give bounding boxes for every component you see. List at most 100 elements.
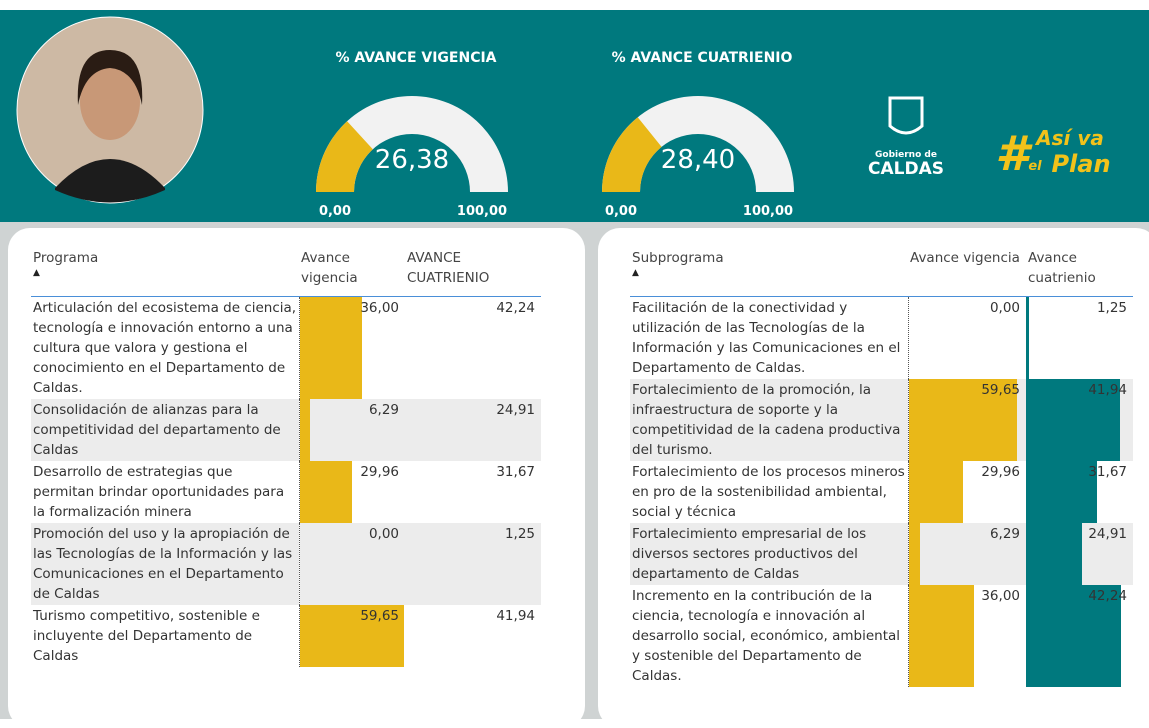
- cell-value: 42,24: [1088, 588, 1127, 604]
- header-text: Avance vigencia: [910, 250, 1020, 266]
- cell: 31,67: [405, 461, 541, 523]
- gauge-value: 28,40: [661, 145, 735, 175]
- cell-value: 6,29: [990, 526, 1020, 542]
- cell: 0,00: [299, 523, 405, 605]
- logo-text: Así va: [1034, 126, 1104, 150]
- data-bar: [300, 399, 311, 461]
- gauge-max: 100,00: [743, 204, 793, 219]
- row-name: Incremento en la contribución de la cien…: [630, 585, 908, 687]
- header-row: Subprograma ▲ Avance vigencia Avance cuatri…: [630, 246, 1133, 297]
- cell-value: 31,67: [496, 464, 535, 480]
- cell: 29,96: [299, 461, 405, 523]
- table-row: Promoción del uso y la apropiación de la…: [31, 523, 541, 605]
- header-text: Subprograma: [632, 250, 724, 266]
- row-name: Fortalecimiento de la promoción, la infr…: [630, 379, 908, 461]
- cell-value: 59,65: [360, 608, 399, 624]
- gauge-value: 26,38: [375, 145, 449, 175]
- cell-value: 1,25: [1097, 300, 1127, 316]
- gauge-min: 0,00: [319, 204, 351, 219]
- cell: 59,65: [299, 605, 405, 667]
- cell-value: 1,25: [505, 526, 535, 542]
- header-text: AVANCE CUATRIENIO: [407, 250, 489, 286]
- gauge-min: 0,00: [605, 204, 637, 219]
- left-card: Programa ▲ Avance vigencia AVANCE CUATRIENI…: [8, 228, 585, 728]
- data-bar: [1026, 461, 1097, 523]
- column-header: AVANCE CUATRIENIO: [405, 246, 541, 297]
- column-header: Avance cuatrienio: [1026, 246, 1133, 297]
- row-name: Promoción del uso y la apropiación de la…: [31, 523, 299, 605]
- cell-value: 36,00: [981, 588, 1020, 604]
- cell: 24,91: [405, 399, 541, 461]
- cell-value: 29,96: [360, 464, 399, 480]
- gauge-max: 100,00: [457, 204, 507, 219]
- row-name: Fortalecimiento empresarial de los diver…: [630, 523, 908, 585]
- cell: 36,00: [908, 585, 1026, 687]
- cell: 42,24: [405, 297, 541, 400]
- header-text: Programa: [33, 250, 98, 266]
- logo-plan: # Así va el Plan: [995, 126, 1110, 182]
- cell: 41,94: [405, 605, 541, 667]
- cell-value: 6,29: [369, 402, 399, 418]
- table-row: Consolidación de alianzas para la compet…: [31, 399, 541, 461]
- cell-value: 41,94: [1088, 382, 1127, 398]
- cell: 31,67: [1026, 461, 1133, 523]
- data-bar: [1026, 297, 1029, 379]
- column-header: Subprograma ▲: [630, 246, 908, 297]
- header: Gobierno de CALDAS # Así va el Plan % AV…: [0, 10, 1149, 222]
- data-bar: [1026, 523, 1082, 585]
- column-header: Avance vigencia: [299, 246, 405, 297]
- data-bar: [300, 461, 352, 523]
- cell-value: 0,00: [990, 300, 1020, 316]
- cell-value: 0,00: [369, 526, 399, 542]
- cell-value: 29,96: [981, 464, 1020, 480]
- cell: 6,29: [299, 399, 405, 461]
- cell-value: 41,94: [496, 608, 535, 624]
- cell-value: 24,91: [496, 402, 535, 418]
- profile-photo: [17, 17, 203, 203]
- table-row: Facilitación de la conectividad y utiliz…: [630, 297, 1133, 380]
- row-name: Desarrollo de estrategias que permitan b…: [31, 461, 299, 523]
- sort-arrow: ▲: [632, 268, 906, 278]
- cell: 1,25: [1026, 297, 1133, 380]
- table: Programa ▲ Avance vigencia AVANCE CUATRIENI…: [31, 246, 541, 667]
- logo-text: CALDAS: [868, 159, 944, 179]
- cell: 36,00: [299, 297, 405, 400]
- data-bar: [909, 585, 974, 687]
- row-name: Turismo competitivo, sostenible e incluy…: [31, 605, 299, 667]
- header-text: Avance cuatrienio: [1028, 250, 1096, 286]
- table-row: Fortalecimiento de la promoción, la infr…: [630, 379, 1133, 461]
- row-name: Articulación del ecosistema de ciencia, …: [31, 297, 299, 400]
- cell: 6,29: [908, 523, 1026, 585]
- column-header: Avance vigencia: [908, 246, 1026, 297]
- gauge-title: % AVANCE CUATRIENIO: [612, 50, 793, 66]
- cell-value: 42,24: [496, 300, 535, 316]
- page: Gobierno de CALDAS # Así va el Plan % AV…: [0, 0, 1149, 719]
- row-name: Facilitación de la conectividad y utiliz…: [630, 297, 908, 380]
- table-row: Fortalecimiento de los procesos mineros …: [630, 461, 1133, 523]
- cell: 0,00: [908, 297, 1026, 380]
- logo-text: el: [1028, 159, 1042, 174]
- data-bar: [300, 297, 363, 399]
- data-bar: [909, 523, 920, 585]
- cell-value: 24,91: [1088, 526, 1127, 542]
- row-name: Consolidación de alianzas para la compet…: [31, 399, 299, 461]
- table-row: Articulación del ecosistema de ciencia, …: [31, 297, 541, 400]
- header-text: Avance vigencia: [301, 250, 358, 286]
- table-row: Turismo competitivo, sostenible e incluy…: [31, 605, 541, 667]
- cell: 41,94: [1026, 379, 1133, 461]
- cell: 29,96: [908, 461, 1026, 523]
- cell: 24,91: [1026, 523, 1133, 585]
- table: Subprograma ▲ Avance vigencia Avance cuatri…: [630, 246, 1133, 687]
- table-row: Fortalecimiento empresarial de los diver…: [630, 523, 1133, 585]
- column-header: Programa ▲: [31, 246, 299, 297]
- cell-value: 36,00: [360, 300, 399, 316]
- gauge-title: % AVANCE VIGENCIA: [335, 50, 496, 66]
- logo-text: Plan: [1051, 150, 1110, 178]
- cell: 59,65: [908, 379, 1026, 461]
- sort-arrow: ▲: [33, 268, 297, 278]
- cell-value: 59,65: [981, 382, 1020, 398]
- header-row: Programa ▲ Avance vigencia AVANCE CUATRIENI…: [31, 246, 541, 297]
- cell-value: 31,67: [1088, 464, 1127, 480]
- row-name: Fortalecimiento de los procesos mineros …: [630, 461, 908, 523]
- right-card: Subprograma ▲ Avance vigencia Avance cuatri…: [598, 228, 1149, 728]
